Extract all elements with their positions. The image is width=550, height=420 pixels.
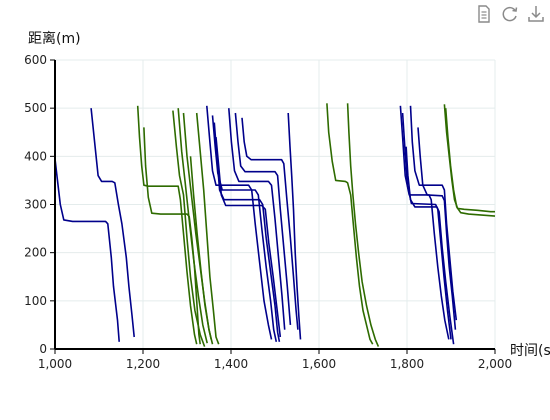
x-tick-label: 1,200 [126,357,160,371]
y-tick-label: 600 [24,53,47,67]
x-tick-label: 1,000 [38,357,72,371]
y-axis-title: 距离(m) [28,30,81,47]
x-tick-label: 1,600 [302,357,336,371]
series-line-3 [136,105,198,345]
tick-labels: 0 100 200 300 400 500 600 1,000 1,200 1,400 1,600 1… [24,53,512,371]
x-tick-label: 1,400 [214,357,248,371]
series-line-17 [287,112,302,340]
series-line-23 [409,105,458,321]
x-tick-label: 2,000 [478,357,512,371]
series-line-6 [177,108,208,344]
series-line-14 [228,108,286,330]
series-lines [54,103,496,347]
series-line-2 [90,108,135,338]
series-line-22 [405,146,455,345]
y-tick-label: 0 [39,342,47,356]
document-icon[interactable] [474,4,494,24]
y-tick-label: 200 [24,246,47,260]
series-line-9 [195,112,220,345]
series-line-24 [417,127,457,330]
download-icon[interactable] [526,4,546,24]
series-line-12 [213,122,281,342]
series-line-1 [54,158,120,342]
y-tick-label: 500 [24,101,47,115]
series-line-19 [346,103,380,347]
series-line-25 [443,104,495,213]
grid [55,59,496,349]
series-line-16 [241,117,299,330]
series-line-21 [401,112,452,340]
y-tick-label: 400 [24,149,47,163]
series-line-13 [215,137,282,338]
series-line-5 [172,110,206,347]
refresh-icon[interactable] [500,4,520,24]
x-tick-label: 1,800 [390,357,424,371]
y-tick-label: 300 [24,198,47,212]
y-tick-label: 100 [24,294,47,308]
x-axis-title: 时间(s) [510,343,550,359]
series-line-8 [189,156,212,340]
series-line-15 [234,112,292,325]
series-line-26 [444,108,496,217]
series-line-18 [326,103,374,345]
series-line-20 [399,105,450,340]
